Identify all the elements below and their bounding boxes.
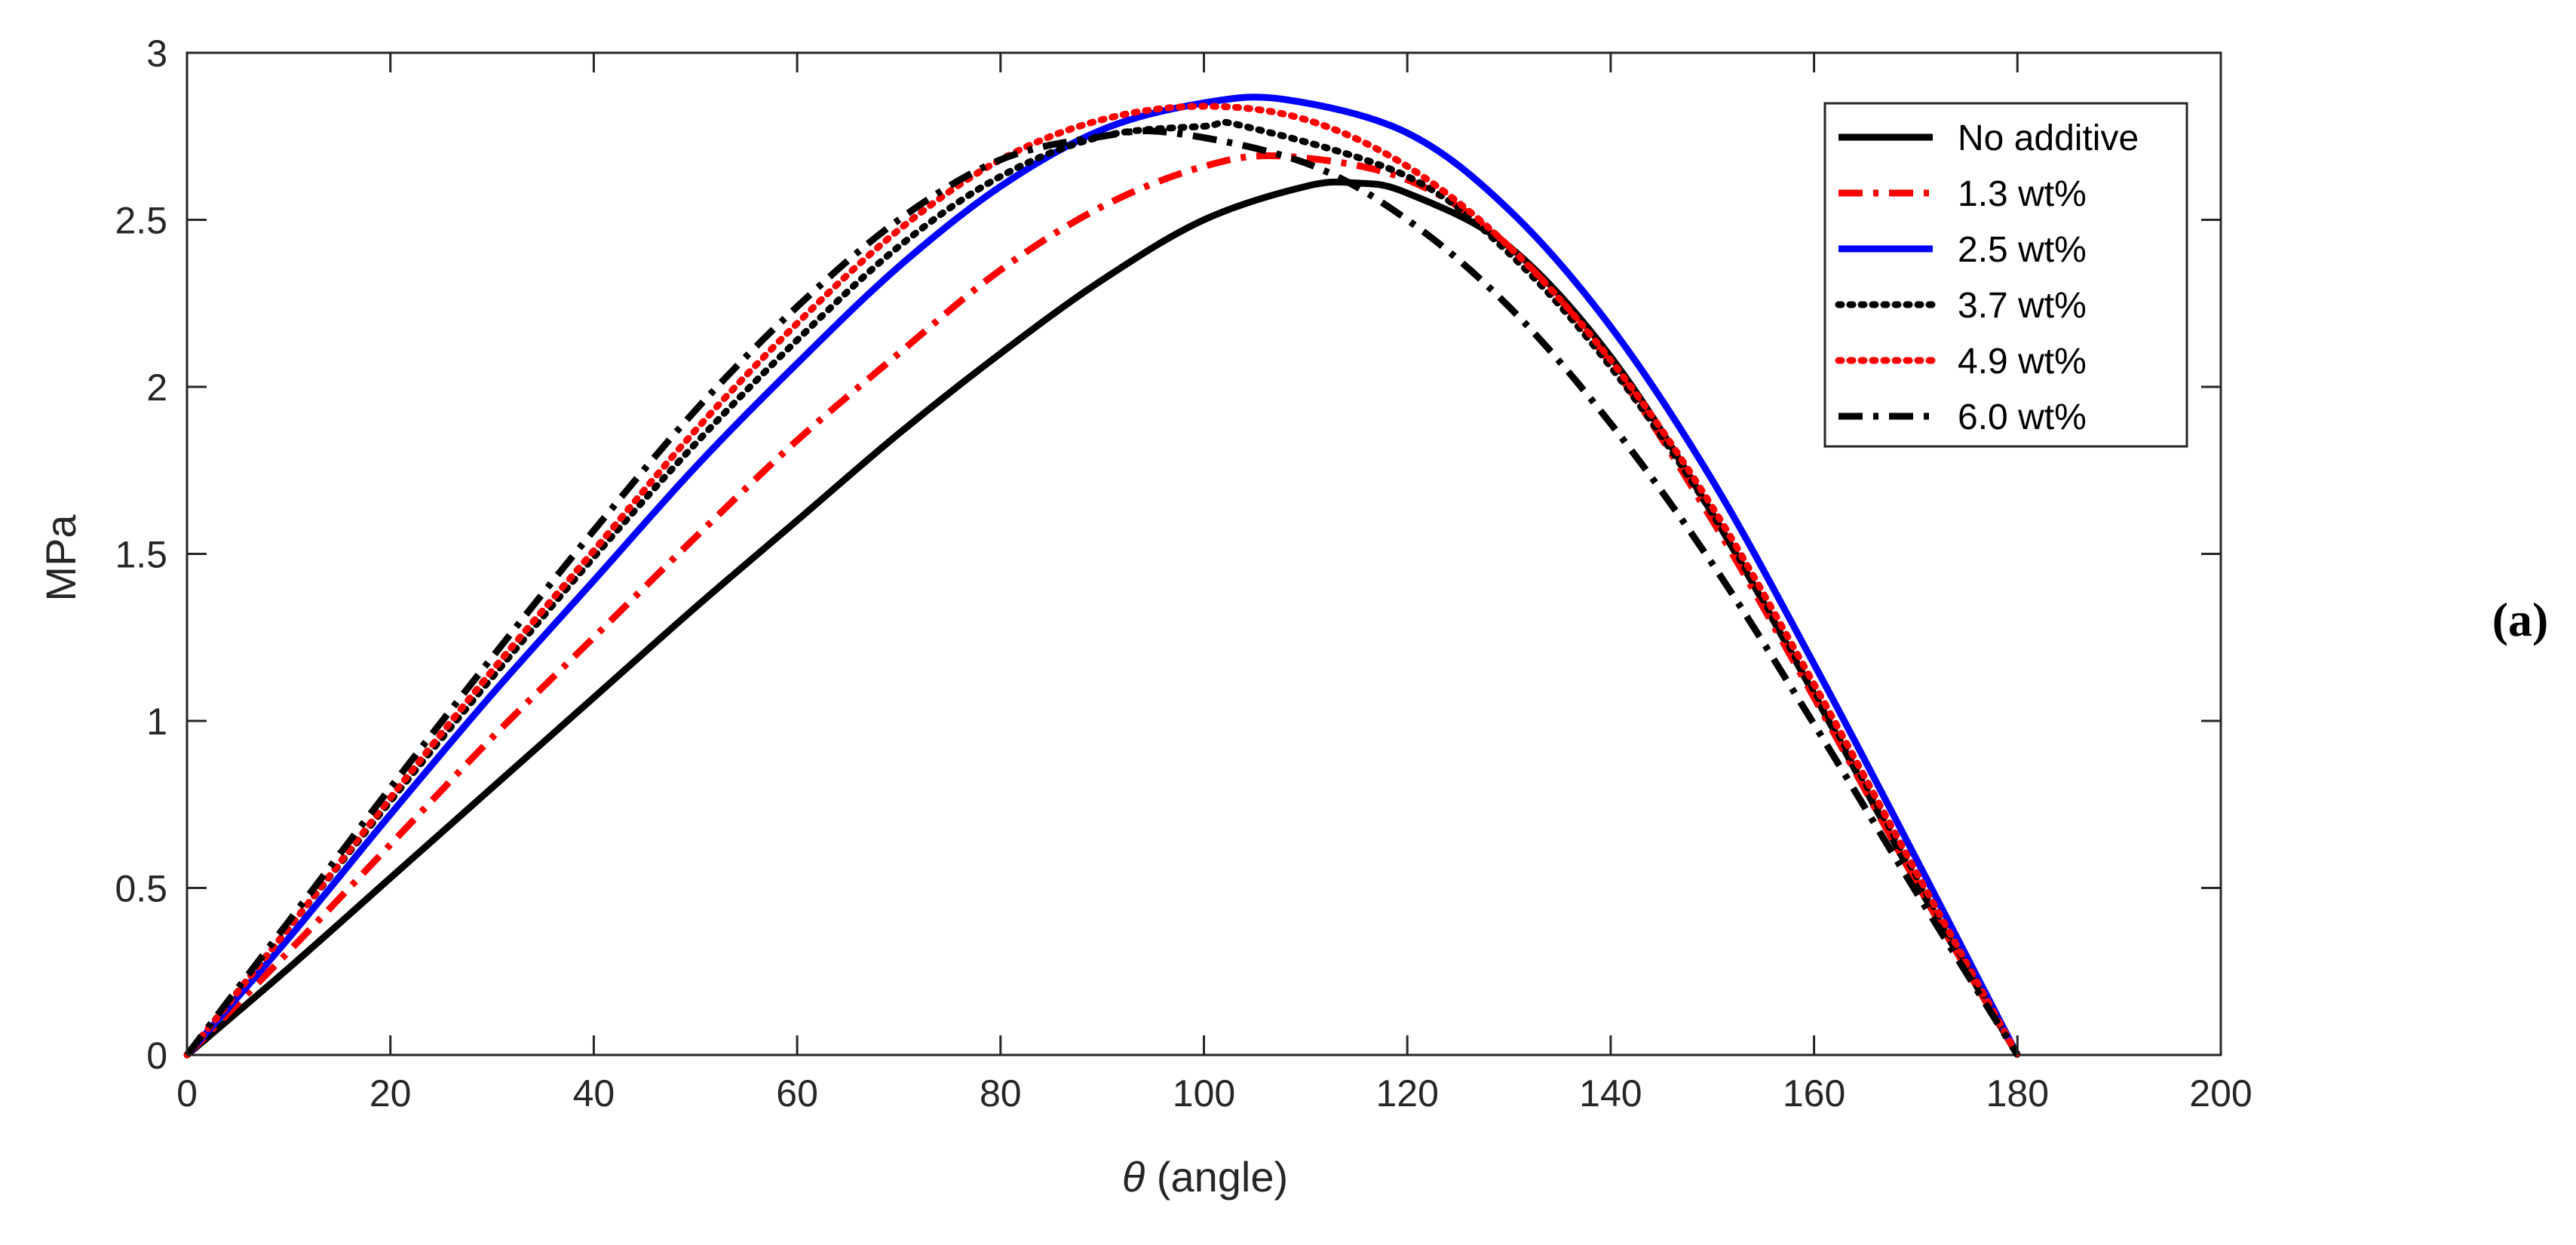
legend-label-1: No additive: [1958, 118, 2139, 158]
series-line-6: [184, 127, 2021, 1057]
series-line-4: [183, 118, 2021, 1059]
panel-label: (a): [2492, 593, 2549, 646]
x-tick-label: 180: [1986, 1072, 2049, 1115]
ticks-layer: 0 20 40 60 80 100 120 140 160 180 200 0 0.5 1 1.5 2 2.5 3: [115, 32, 2252, 1115]
y-tick-label: 0: [146, 1035, 167, 1077]
legend: No additive 1.3 wt% 2.5 wt% 3.7 wt% 4.9 wt% 6…: [1823, 102, 2188, 448]
legend-items: No additive 1.3 wt% 2.5 wt% 3.7 wt% 4.9 wt% 6…: [1835, 118, 2139, 437]
x-tick-label: 40: [573, 1072, 615, 1115]
series-line-2: [184, 152, 2021, 1058]
x-tick-label: 160: [1783, 1072, 1845, 1115]
x-tick-label: 60: [776, 1072, 818, 1115]
legend-label-6: 6.0 wt%: [1958, 397, 2087, 437]
x-tick-label: 80: [980, 1072, 1022, 1115]
x-tick-label: 20: [370, 1072, 412, 1115]
x-axis-label-symbol: θ: [1122, 1153, 1145, 1201]
legend-label-3: 2.5 wt%: [1958, 230, 2087, 270]
x-tick-label: 0: [176, 1072, 198, 1115]
legend-label-5: 4.9 wt%: [1958, 342, 2087, 382]
series-line-3: [184, 94, 2021, 1057]
y-axis-label: MPa: [37, 514, 84, 602]
legend-label-4: 3.7 wt%: [1958, 286, 2087, 326]
y-tick-label: 1: [146, 701, 167, 743]
x-tick-label: 120: [1375, 1072, 1438, 1115]
series-line-5: [183, 103, 2021, 1059]
x-axis-label-text: (angle): [1145, 1153, 1288, 1201]
x-tick-label: 140: [1579, 1072, 1642, 1115]
y-tick-label: 0.5: [115, 868, 167, 910]
y-tick-label: 2: [146, 366, 167, 409]
series-layer: [183, 94, 2021, 1059]
legend-label-2: 1.3 wt%: [1958, 174, 2087, 214]
y-tick-label: 1.5: [115, 534, 167, 576]
x-tick-label: 100: [1173, 1072, 1235, 1115]
x-axis-label: θ (angle): [1122, 1153, 1288, 1201]
legend-box: [1823, 102, 2188, 448]
y-tick-label: 2.5: [115, 200, 167, 242]
x-tick-label: 200: [2189, 1072, 2252, 1115]
y-tick-label: 3: [146, 32, 167, 75]
